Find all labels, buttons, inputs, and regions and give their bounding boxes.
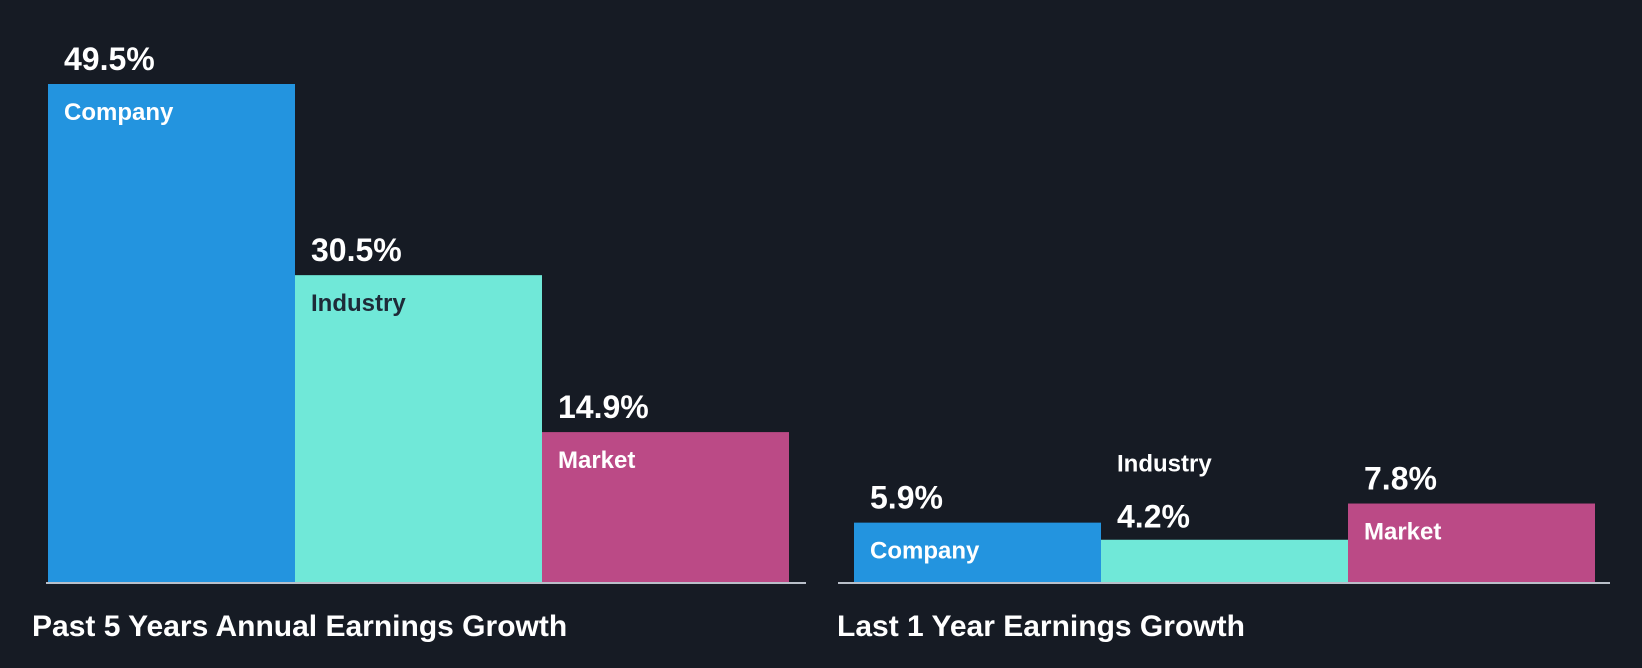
past-5-years-market-value: 14.9% xyxy=(558,389,649,425)
past-5-years-panel: 49.5% Company 30.5% Industry 14.9% Market xyxy=(46,41,806,584)
past-5-years-market-bar xyxy=(542,432,789,582)
last-1-year-industry-value: 4.2% xyxy=(1117,499,1190,535)
last-1-year-industry-bar xyxy=(1101,539,1348,582)
last-1-year-market-label: Market xyxy=(1364,519,1441,546)
past-5-years-industry-value: 30.5% xyxy=(311,232,402,268)
past-5-years-industry-label: Industry xyxy=(311,290,406,317)
last-1-year-title: Last 1 Year Earnings Growth xyxy=(837,610,1245,643)
last-1-year-panel: 5.9% Company 4.2% Industry 7.8% Market xyxy=(838,451,1610,584)
past-5-years-company-label: Company xyxy=(64,99,174,126)
past-5-years-market-label: Market xyxy=(558,447,635,474)
past-5-years-title: Past 5 Years Annual Earnings Growth xyxy=(32,610,567,643)
last-1-year-company-value: 5.9% xyxy=(870,480,943,516)
last-1-year-company-label: Company xyxy=(870,538,980,565)
last-1-year-industry-label: Industry xyxy=(1117,451,1212,478)
past-5-years-company-value: 49.5% xyxy=(64,41,155,77)
last-1-year-company-bar xyxy=(854,522,1101,582)
last-1-year-market-bar xyxy=(1348,503,1595,582)
last-1-year-market-value: 7.8% xyxy=(1364,461,1437,497)
past-5-years-industry-bar xyxy=(295,275,542,582)
past-5-years-company-bar xyxy=(48,84,295,582)
